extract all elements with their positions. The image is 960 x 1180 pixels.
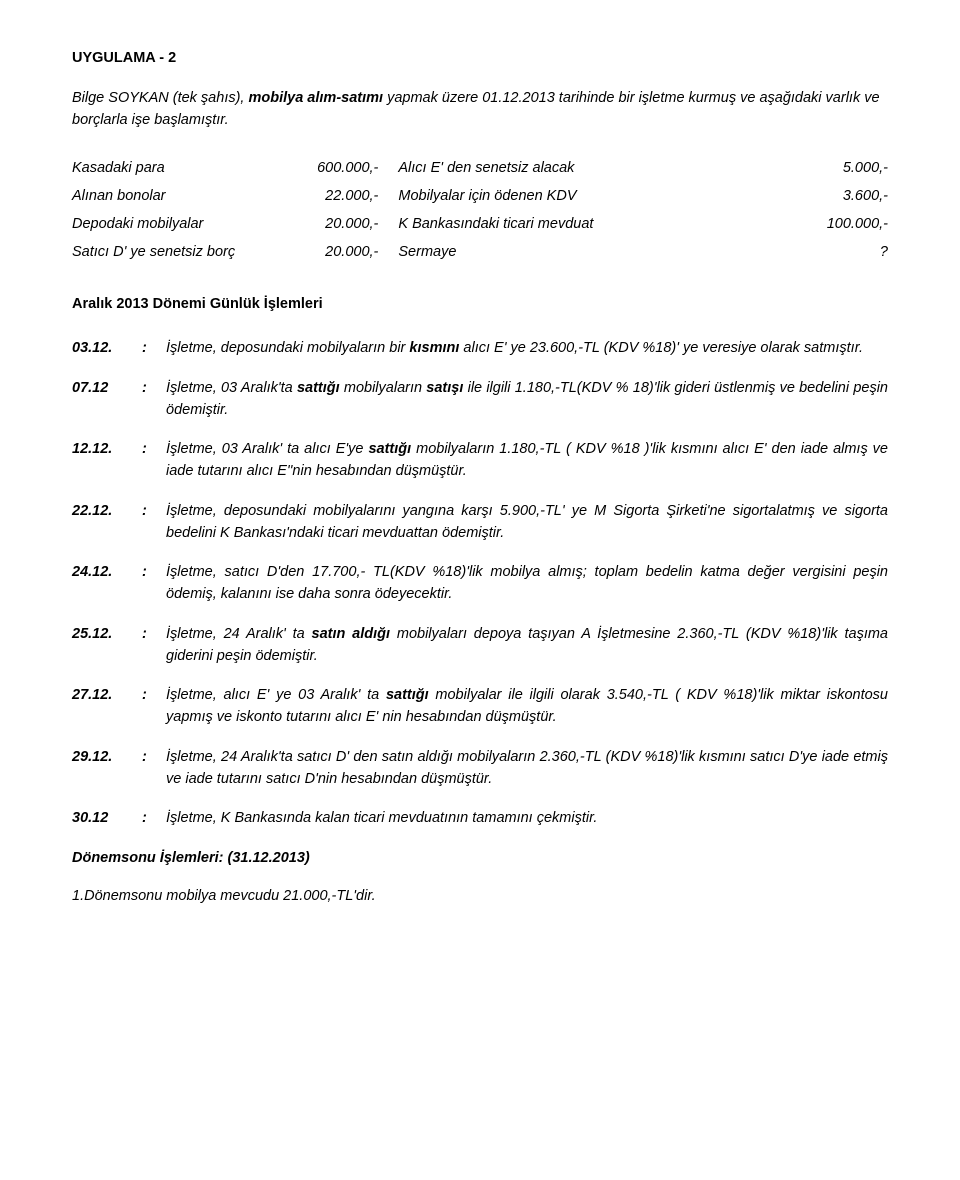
balance-value-left: 22.000,- bbox=[300, 183, 398, 211]
entry-text: İşletme, satıcı D'den 17.700,- TL(KDV %1… bbox=[166, 564, 888, 602]
entry-text: alıcı E' ye 23.600,-TL (KDV %18)' ye ver… bbox=[459, 340, 863, 356]
entry-date: 12.12. bbox=[72, 439, 142, 483]
balance-value-right: ? bbox=[725, 239, 888, 267]
entry-text: İşletme, 03 Aralık' ta alıcı E'ye bbox=[166, 441, 368, 457]
entry-body: İşletme, alıcı E' ye 03 Aralık' ta sattı… bbox=[166, 685, 888, 729]
entry-date: 29.12. bbox=[72, 747, 142, 791]
journal-entry: 22.12.:İşletme, deposundaki mobilyaların… bbox=[72, 501, 888, 545]
entry-body: İşletme, deposundaki mobilyaların bir kı… bbox=[166, 338, 888, 360]
entry-colon: : bbox=[142, 501, 166, 545]
entry-colon: : bbox=[142, 338, 166, 360]
journal-entry: 12.12.:İşletme, 03 Aralık' ta alıcı E'ye… bbox=[72, 439, 888, 483]
balance-value-left: 20.000,- bbox=[300, 211, 398, 239]
entry-date: 25.12. bbox=[72, 624, 142, 668]
entry-text: İşletme, 24 Aralık'ta satıcı D' den satı… bbox=[166, 749, 888, 787]
journal-entry: 29.12.:İşletme, 24 Aralık'ta satıcı D' d… bbox=[72, 747, 888, 791]
balance-label-left: Kasadaki para bbox=[72, 155, 300, 183]
table-row: Satıcı D' ye senetsiz borç20.000,-Sermay… bbox=[72, 239, 888, 267]
entry-body: İşletme, 03 Aralık'ta sattığı mobilyalar… bbox=[166, 378, 888, 422]
table-row: Kasadaki para600.000,-Alıcı E' den senet… bbox=[72, 155, 888, 183]
journal-entry: 27.12.:İşletme, alıcı E' ye 03 Aralık' t… bbox=[72, 685, 888, 729]
intro-name: Bilge SOYKAN (tek şahıs), bbox=[72, 90, 244, 106]
entry-date: 24.12. bbox=[72, 562, 142, 606]
entry-text: İşletme, deposundaki mobilyalarını yangı… bbox=[166, 503, 888, 541]
entry-body: İşletme, satıcı D'den 17.700,- TL(KDV %1… bbox=[166, 562, 888, 606]
balance-label-left: Depodaki mobilyalar bbox=[72, 211, 300, 239]
entry-text: mobilyaların bbox=[340, 380, 427, 396]
entry-body: İşletme, K Bankasında kalan ticari mevdu… bbox=[166, 808, 888, 830]
table-row: Alınan bonolar22.000,-Mobilyalar için öd… bbox=[72, 183, 888, 211]
entry-date: 22.12. bbox=[72, 501, 142, 545]
table-row: Depodaki mobilyalar20.000,-K Bankasındak… bbox=[72, 211, 888, 239]
balance-value-right: 100.000,- bbox=[725, 211, 888, 239]
balance-value-left: 20.000,- bbox=[300, 239, 398, 267]
intro-purpose: mobilya alım-satımı bbox=[248, 90, 383, 106]
entry-bold-text: satışı bbox=[426, 380, 463, 396]
entry-body: İşletme, deposundaki mobilyalarını yangı… bbox=[166, 501, 888, 545]
balance-value-right: 3.600,- bbox=[725, 183, 888, 211]
entry-bold-text: satın aldığı bbox=[312, 626, 391, 642]
entry-text: İşletme, 03 Aralık'ta bbox=[166, 380, 297, 396]
document-title: UYGULAMA - 2 bbox=[72, 48, 888, 70]
entry-text: İşletme, 24 Aralık' ta bbox=[166, 626, 312, 642]
entry-text: İşletme, deposundaki mobilyaların bir bbox=[166, 340, 409, 356]
entry-body: İşletme, 24 Aralık'ta satıcı D' den satı… bbox=[166, 747, 888, 791]
entry-colon: : bbox=[142, 439, 166, 483]
balance-label-right: K Bankasındaki ticari mevduat bbox=[398, 211, 724, 239]
balance-value-left: 600.000,- bbox=[300, 155, 398, 183]
entry-colon: : bbox=[142, 378, 166, 422]
entry-colon: : bbox=[142, 685, 166, 729]
transactions-heading: Aralık 2013 Dönemi Günlük İşlemleri bbox=[72, 294, 888, 316]
balance-label-right: Mobilyalar için ödenen KDV bbox=[398, 183, 724, 211]
entry-bold-text: sattığı bbox=[386, 687, 429, 703]
balance-label-left: Satıcı D' ye senetsiz borç bbox=[72, 239, 300, 267]
entry-bold-text: sattığı bbox=[368, 441, 411, 457]
journal-entries: 03.12.:İşletme, deposundaki mobilyaların… bbox=[72, 338, 888, 830]
entry-bold-text: sattığı bbox=[297, 380, 340, 396]
entry-text: İşletme, alıcı E' ye 03 Aralık' ta bbox=[166, 687, 386, 703]
balance-label-left: Alınan bonolar bbox=[72, 183, 300, 211]
entry-date: 03.12. bbox=[72, 338, 142, 360]
balance-label-right: Sermaye bbox=[398, 239, 724, 267]
entry-text: İşletme, K Bankasında kalan ticari mevdu… bbox=[166, 810, 597, 826]
journal-entry: 07.12:İşletme, 03 Aralık'ta sattığı mobi… bbox=[72, 378, 888, 422]
closing-heading: Dönemsonu İşlemleri: (31.12.2013) bbox=[72, 848, 888, 870]
entry-colon: : bbox=[142, 808, 166, 830]
journal-entry: 24.12.:İşletme, satıcı D'den 17.700,- TL… bbox=[72, 562, 888, 606]
entry-body: İşletme, 03 Aralık' ta alıcı E'ye sattığ… bbox=[166, 439, 888, 483]
closing-item-1: 1.Dönemsonu mobilya mevcudu 21.000,-TL'd… bbox=[72, 886, 888, 908]
opening-balance-table: Kasadaki para600.000,-Alıcı E' den senet… bbox=[72, 155, 888, 266]
entry-colon: : bbox=[142, 747, 166, 791]
balance-label-right: Alıcı E' den senetsiz alacak bbox=[398, 155, 724, 183]
entry-date: 27.12. bbox=[72, 685, 142, 729]
journal-entry: 03.12.:İşletme, deposundaki mobilyaların… bbox=[72, 338, 888, 360]
entry-date: 07.12 bbox=[72, 378, 142, 422]
entry-body: İşletme, 24 Aralık' ta satın aldığı mobi… bbox=[166, 624, 888, 668]
entry-bold-text: kısmını bbox=[409, 340, 459, 356]
intro-paragraph: Bilge SOYKAN (tek şahıs), mobilya alım-s… bbox=[72, 88, 888, 132]
journal-entry: 30.12:İşletme, K Bankasında kalan ticari… bbox=[72, 808, 888, 830]
entry-colon: : bbox=[142, 624, 166, 668]
balance-value-right: 5.000,- bbox=[725, 155, 888, 183]
entry-colon: : bbox=[142, 562, 166, 606]
journal-entry: 25.12.:İşletme, 24 Aralık' ta satın aldı… bbox=[72, 624, 888, 668]
entry-date: 30.12 bbox=[72, 808, 142, 830]
